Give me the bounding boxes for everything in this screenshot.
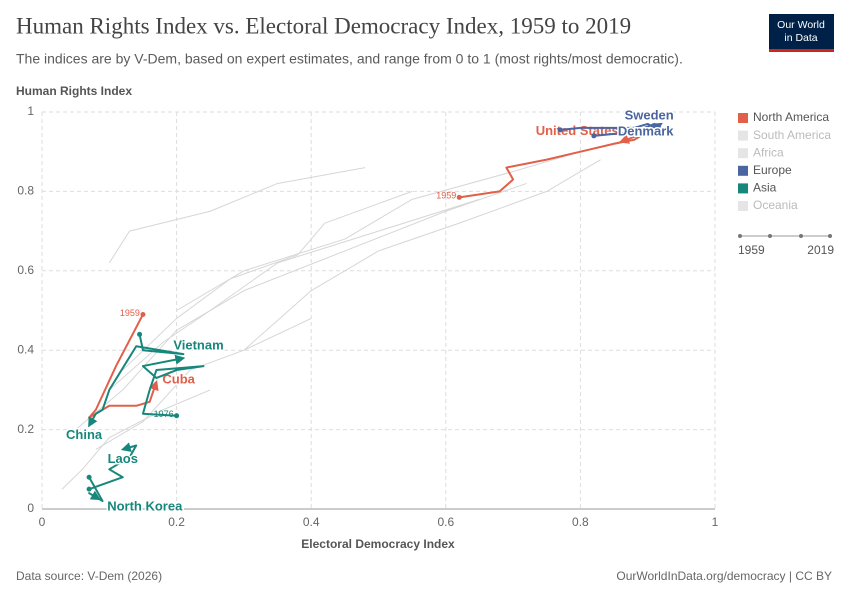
legend-swatch [738,130,748,141]
series-label: United States [536,123,619,138]
series-line [593,122,663,137]
series-label: Cuba [162,371,195,386]
y-tick-label: 1 [27,104,34,118]
background-line [61,389,211,490]
series-label: Laos [108,451,138,466]
source: Data source: V-Dem (2026) [16,569,162,583]
legend-label: Europe [753,163,792,177]
series-label: Denmark [618,123,674,138]
legend-label: North America [753,110,829,124]
start-point [174,413,180,419]
start-label: 1959 [436,191,456,201]
series-line [88,476,104,503]
background-line [243,159,601,351]
series-label: China [66,427,103,442]
y-axis-label: Human Rights Index [16,84,132,98]
start-point [140,311,146,317]
legend-swatch [738,165,748,176]
y-tick-label: 0 [27,501,34,515]
background-line [75,182,527,430]
start-point [591,133,597,139]
x-tick-label: 1 [712,515,719,529]
start-label: 1976 [154,409,174,419]
series-line [88,442,138,491]
y-tick-label: 0.4 [17,342,34,356]
timeline-dot [799,234,803,238]
footer-link[interactable]: OurWorldInData.org/democracy | CC BY [616,569,832,583]
x-tick-label: 0.8 [572,515,589,529]
x-tick-label: 0 [39,515,46,529]
legend-swatch [738,201,748,211]
background-line [95,317,312,450]
legend-label: Oceania [753,198,798,212]
legend-swatch [738,113,748,123]
series-label: Sweden [625,107,674,122]
series-line [459,130,649,199]
start-point [86,486,92,492]
start-label: 1959 [120,308,140,318]
start-point [557,127,563,133]
logo-text: Our World [777,19,825,31]
series-line [141,354,205,417]
start-point [86,474,92,480]
chart-title: Human Rights Index vs. Electoral Democra… [16,13,631,38]
legend-swatch [738,183,748,194]
background-line [108,167,366,264]
x-axis-label: Electoral Democracy Index [301,537,455,551]
timeline-start: 1959 [738,243,765,257]
start-point [137,331,143,337]
start-point [456,194,462,200]
subtitle: The indices are by V-Dem, based on exper… [16,51,683,67]
x-tick-label: 0.2 [168,515,185,529]
series-line [88,334,185,428]
x-tick-label: 0.4 [303,515,320,529]
legend-label: Africa [753,145,784,159]
legend-label: South America [753,128,831,142]
timeline-handle[interactable] [738,234,742,238]
logo-bar [769,49,834,52]
background-line [122,190,413,371]
y-tick-label: 0.2 [17,422,34,436]
timeline-handle[interactable] [828,234,832,238]
legend-swatch [738,148,748,159]
series-label: Vietnam [173,338,223,353]
x-tick-label: 0.6 [437,515,454,529]
background-line [176,139,628,311]
legend-label: Asia [753,181,777,195]
logo-text: in Data [784,32,817,44]
timeline-dot [768,234,772,238]
y-tick-label: 0.8 [17,184,34,198]
logo[interactable] [769,14,834,52]
timeline-end: 2019 [807,243,834,257]
y-tick-label: 0.6 [17,263,34,277]
series-label: North Korea [107,499,183,514]
